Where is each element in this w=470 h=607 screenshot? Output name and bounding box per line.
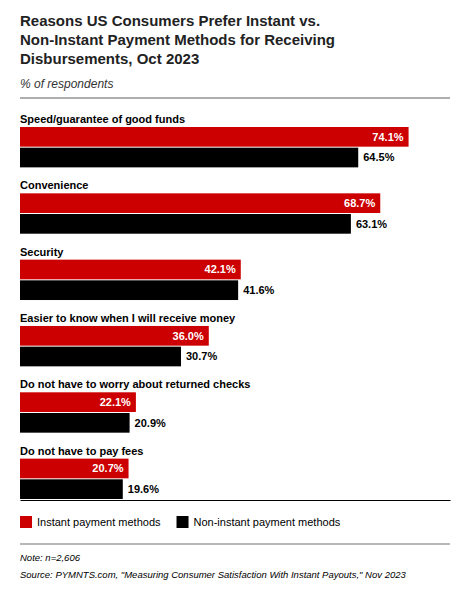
x-axis-line xyxy=(21,500,451,501)
chart: Reasons US Consumers Prefer Instant vs. N… xyxy=(0,0,470,607)
data-label: 74.1% xyxy=(372,131,403,143)
title: Reasons US Consumers Prefer Instant vs. N… xyxy=(20,12,335,67)
bar xyxy=(20,347,181,367)
subtitle: % of respondents xyxy=(20,77,113,91)
legend-item: Instant payment methods xyxy=(20,516,161,528)
x-axis xyxy=(21,500,451,501)
legend-label: Non-instant payment methods xyxy=(194,516,341,528)
legend-swatch xyxy=(20,516,32,528)
note: Note: n=2,606 xyxy=(20,552,81,563)
data-label: 20.9% xyxy=(135,417,166,429)
title-line: Non-Instant Payment Methods for Receivin… xyxy=(20,31,335,48)
bar xyxy=(20,260,241,280)
bar xyxy=(20,413,130,433)
category-label: Easier to know when I will receive money xyxy=(20,312,236,324)
bar xyxy=(20,459,129,479)
legend-item: Non-instant payment methods xyxy=(177,516,341,528)
bars xyxy=(20,127,409,499)
category-label: Speed/guarantee of good funds xyxy=(20,113,185,125)
category-label: Do not have to worry about returned chec… xyxy=(20,378,250,390)
data-label: 19.6% xyxy=(128,483,159,495)
note-rule xyxy=(20,544,450,545)
data-label: 64.5% xyxy=(363,151,394,163)
category-label: Convenience xyxy=(20,179,88,191)
title-line: Disbursements, Oct 2023 xyxy=(20,50,199,67)
bar xyxy=(20,214,351,234)
bar xyxy=(20,326,209,346)
data-label: 36.0% xyxy=(173,330,204,342)
legend: Instant payment methods Non-instant payme… xyxy=(20,516,341,528)
data-label: 22.1% xyxy=(100,396,131,408)
data-label: 42.1% xyxy=(205,263,236,275)
bar xyxy=(20,392,136,412)
data-label: 68.7% xyxy=(344,197,375,209)
legend-label: Instant payment methods xyxy=(37,516,161,528)
bar xyxy=(20,280,238,300)
category-label: Security xyxy=(20,246,64,258)
bar xyxy=(20,148,358,168)
title-line: Reasons US Consumers Prefer Instant vs. xyxy=(20,12,320,29)
legend-swatch xyxy=(177,516,189,528)
category-label: Do not have to pay fees xyxy=(20,445,143,457)
note: Source: PYMNTS.com, "Measuring Consumer … xyxy=(20,569,406,580)
data-label: 30.7% xyxy=(186,350,217,362)
data-label: 41.6% xyxy=(243,284,274,296)
data-label: 20.7% xyxy=(92,462,123,474)
data-label: 63.1% xyxy=(356,218,387,230)
bar xyxy=(20,127,409,147)
title-rule xyxy=(20,98,450,99)
labels: 74.1% 68.7% 42.1% 36.0% 22.1% 20.7% 64.5% 63.1%… xyxy=(20,113,404,495)
bar xyxy=(20,479,123,499)
bar xyxy=(20,193,380,213)
